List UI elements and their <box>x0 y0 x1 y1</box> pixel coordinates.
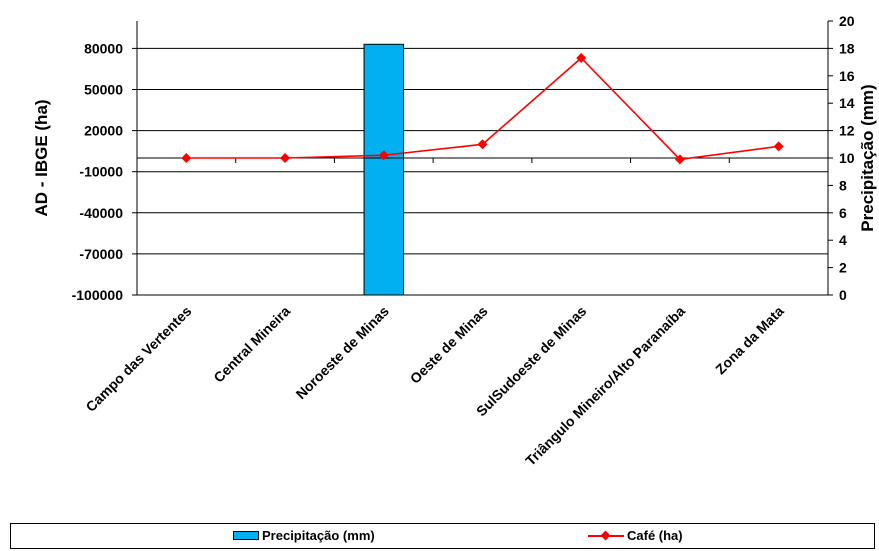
legend-label: Café (ha) <box>627 528 683 543</box>
category-label: SulSudoeste de Minas <box>473 303 590 420</box>
right-tick-label: 0 <box>839 287 847 303</box>
left-tick-label: 50000 <box>84 82 123 98</box>
right-tick-label: 18 <box>839 40 855 56</box>
legend-label: Precipitação (mm) <box>262 528 375 543</box>
right-tick-label: 10 <box>839 150 855 166</box>
right-tick-label: 6 <box>839 205 847 221</box>
category-label: Zona da Mata <box>712 303 787 378</box>
line-series <box>181 52 784 165</box>
category-label: Noroeste de Minas <box>293 303 392 402</box>
legend-bar-swatch <box>233 531 259 540</box>
cafe-point <box>181 153 192 163</box>
legend-item-precipitacao: Precipitação (mm) <box>233 528 375 543</box>
cafe-point <box>280 153 291 163</box>
left-tick-label: -100000 <box>72 287 124 303</box>
legend-item-cafe: Café (ha) <box>588 528 683 543</box>
category-label: Campo das Vertentes <box>82 303 194 415</box>
legend-line-swatch <box>588 530 624 542</box>
legend: Precipitação (mm) Café (ha) <box>10 523 875 549</box>
left-tick-label: 80000 <box>84 40 123 56</box>
left-tick-label: 20000 <box>84 123 123 139</box>
cafe-point <box>576 52 587 63</box>
category-labels: Campo das Vertentes Central Mineira Noroes… <box>82 303 786 469</box>
right-tick-label: 16 <box>839 68 855 84</box>
gridlines <box>137 47 828 296</box>
cafe-point <box>773 141 784 152</box>
right-tick-label: 14 <box>839 95 855 111</box>
left-tick-label: -10000 <box>79 164 123 180</box>
right-tick-label: 4 <box>839 232 847 248</box>
right-tick-label: 20 <box>839 13 855 29</box>
left-axis-ticks: -100000 -70000 -40000 -10000 20000 50000 80000 <box>72 40 137 303</box>
category-label: Central Mineira <box>210 303 293 386</box>
right-axis-title: Precipitação (mm) <box>858 84 877 231</box>
cafe-point <box>674 154 685 165</box>
cafe-point <box>378 150 389 161</box>
category-label: Triângulo Mineiro/Alto Paranaíba <box>522 303 688 469</box>
left-tick-label: -70000 <box>79 246 123 262</box>
right-tick-label: 2 <box>839 260 847 276</box>
right-axis-ticks: 0 2 4 6 8 10 12 14 16 18 20 <box>828 13 855 303</box>
cafe-point <box>477 139 488 150</box>
bars <box>363 43 405 296</box>
left-tick-label: -40000 <box>79 205 123 221</box>
right-tick-label: 12 <box>839 123 855 139</box>
bar <box>363 43 405 296</box>
right-tick-label: 8 <box>839 177 847 193</box>
left-axis-title: AD - IBGE (ha) <box>32 99 51 216</box>
category-label: Oeste de Minas <box>407 303 491 387</box>
